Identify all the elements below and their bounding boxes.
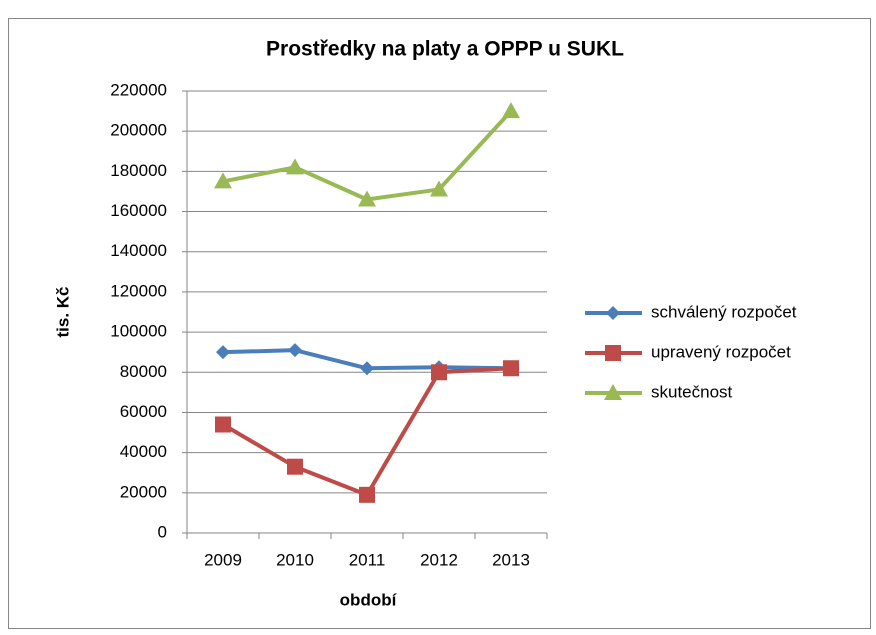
legend-marker: [606, 306, 620, 320]
y-tick-label: 80000: [120, 362, 167, 381]
data-point: [430, 180, 448, 197]
x-tick-label: 2011: [349, 550, 386, 569]
y-tick-label: 60000: [120, 402, 167, 421]
data-point: [431, 364, 447, 381]
legend-label: schválený rozpočet: [651, 302, 797, 321]
legend-marker: [604, 384, 622, 400]
data-point: [358, 190, 376, 207]
y-tick-label: 220000: [110, 80, 167, 99]
data-point: [216, 345, 230, 360]
data-point: [287, 458, 303, 475]
y-tick-label: 120000: [110, 281, 167, 300]
data-point: [360, 361, 374, 376]
data-point: [214, 172, 232, 189]
data-point: [359, 486, 375, 503]
x-tick-label: 2013: [492, 550, 530, 569]
chart-frame: [8, 18, 871, 629]
y-axis-label: tis. Kč: [53, 286, 72, 337]
chart-title: Prostředky na platy a OPPP u SUKL: [266, 38, 624, 61]
y-tick-label: 140000: [110, 241, 167, 260]
x-tick-label: 2012: [420, 550, 458, 569]
data-point: [503, 360, 519, 377]
y-tick-label: 180000: [110, 161, 167, 180]
x-tick-label: 2009: [204, 550, 242, 569]
x-axis-label: období: [340, 590, 398, 609]
data-point: [286, 158, 304, 175]
x-tick-label: 2010: [276, 550, 314, 569]
y-tick-label: 40000: [120, 442, 167, 461]
legend-label: upravený rozpočet: [651, 342, 791, 361]
y-tick-label: 160000: [110, 201, 167, 220]
data-point: [288, 343, 302, 358]
legend-marker: [605, 345, 621, 361]
data-point: [502, 102, 520, 119]
data-point: [215, 416, 231, 433]
y-tick-label: 100000: [110, 322, 167, 341]
legend-label: skutečnost: [651, 382, 733, 401]
y-tick-label: 0: [158, 522, 167, 541]
y-tick-label: 200000: [110, 121, 167, 140]
y-tick-label: 20000: [120, 482, 167, 501]
